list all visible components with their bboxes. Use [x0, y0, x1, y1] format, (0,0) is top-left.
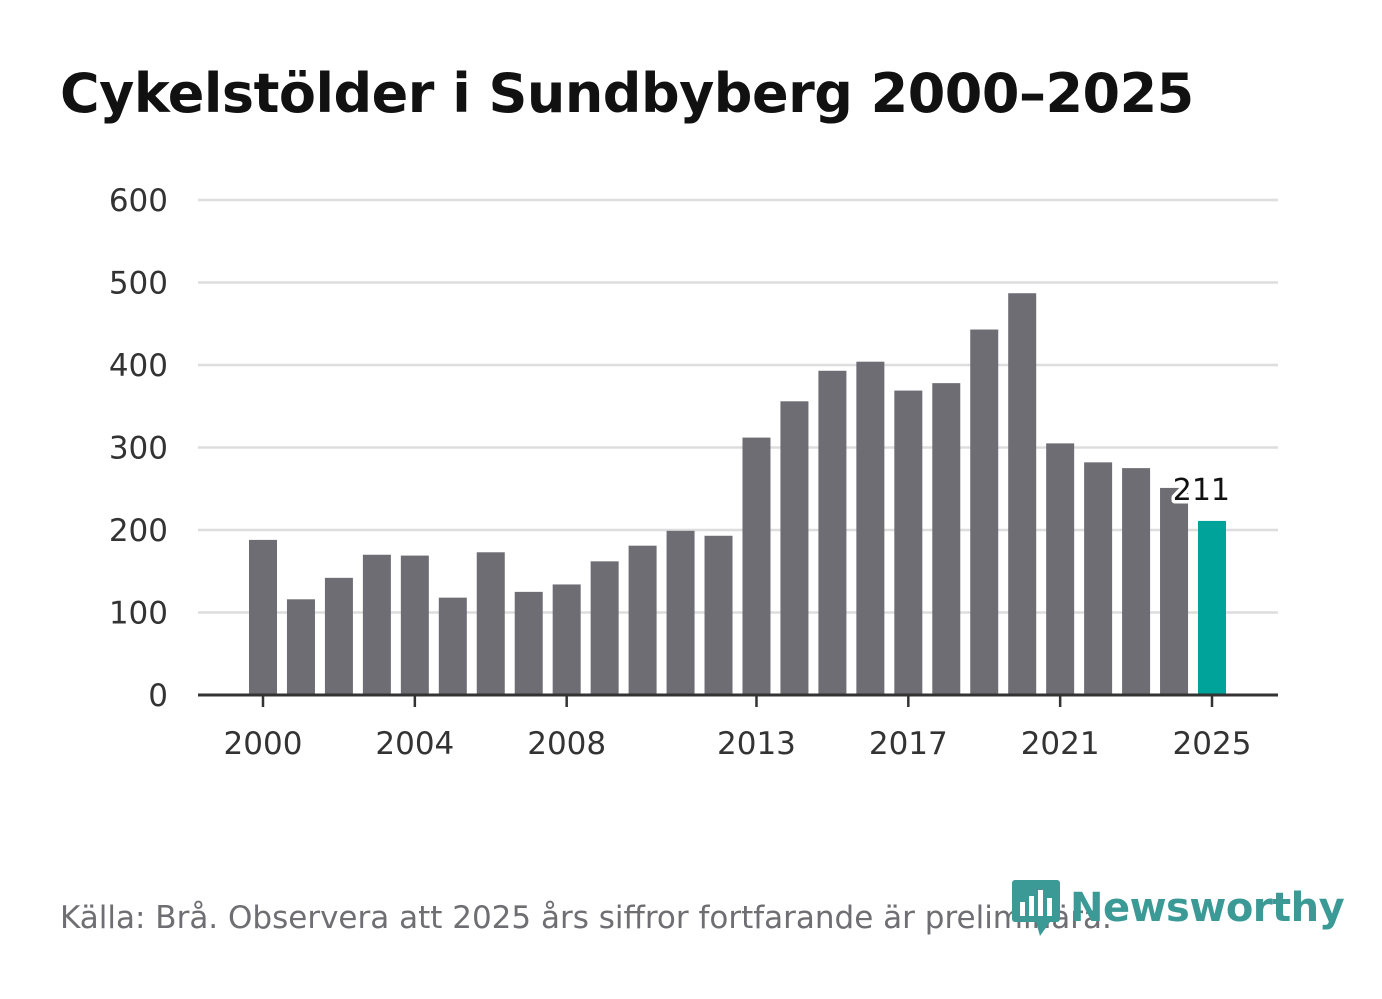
bar-2022 [1084, 462, 1113, 695]
bar-2003 [362, 554, 391, 695]
bar-2023 [1122, 468, 1151, 695]
bar-2017 [894, 390, 923, 695]
source-note: Källa: Brå. Observera att 2025 års siffr… [60, 900, 1112, 936]
bar-2008 [552, 584, 581, 695]
x-tick-label-2004: 2004 [375, 726, 454, 762]
bar-2018 [932, 383, 961, 695]
brand-name: Newsworthy [1070, 885, 1345, 931]
bar-2024 [1160, 487, 1189, 695]
bar-2012 [704, 535, 733, 695]
y-tick-label-0: 0 [148, 678, 168, 714]
x-tick-label-2008: 2008 [527, 726, 606, 762]
bar-2005 [438, 597, 467, 695]
y-axis-tick-labels: 0 100 200 300 400 500 600 [109, 183, 168, 714]
y-tick-label-600: 600 [109, 183, 168, 219]
x-tick-label-2000: 2000 [224, 726, 303, 762]
y-tick-label-200: 200 [109, 513, 168, 549]
bar-2011 [666, 530, 695, 695]
bar-2009 [590, 561, 619, 695]
bar-2016 [856, 361, 885, 695]
x-axis-tick-labels: 2000 2004 2008 2013 2017 2021 2025 [224, 726, 1252, 762]
y-tick-label-400: 400 [109, 348, 168, 384]
bar-2021 [1046, 443, 1075, 695]
data-label-2025: 211 [1173, 473, 1230, 508]
x-tick-label-2017: 2017 [869, 726, 948, 762]
bar-2020 [1008, 293, 1037, 695]
x-axis [198, 693, 1278, 707]
bar-2010 [628, 545, 657, 695]
bar-2025 [1198, 520, 1226, 695]
x-tick-label-2021: 2021 [1021, 726, 1100, 762]
bar-2013 [742, 437, 771, 695]
bar-2019 [970, 329, 999, 695]
x-tick-label-2025: 2025 [1173, 726, 1252, 762]
bar-2000 [249, 539, 277, 695]
bar-2006 [476, 552, 505, 695]
data-labels: 211 [1169, 469, 1233, 511]
y-tick-label-500: 500 [109, 266, 168, 302]
y-tick-label-300: 300 [109, 431, 168, 467]
bar-2015 [818, 370, 847, 695]
bars [249, 293, 1226, 695]
bar-2004 [400, 555, 429, 695]
bar-2001 [286, 599, 315, 695]
brand-logo[interactable]: Newsworthy [1010, 878, 1345, 938]
grid-lines [198, 198, 1278, 614]
x-tick-label-2013: 2013 [717, 726, 796, 762]
y-tick-label-100: 100 [109, 596, 168, 632]
bar-2007 [514, 591, 543, 695]
chart-title: Cykelstölder i Sundbyberg 2000–2025 [60, 62, 1194, 125]
bar-2002 [324, 577, 353, 695]
bar-2014 [780, 401, 809, 695]
newsworthy-logo-icon [1012, 880, 1060, 936]
